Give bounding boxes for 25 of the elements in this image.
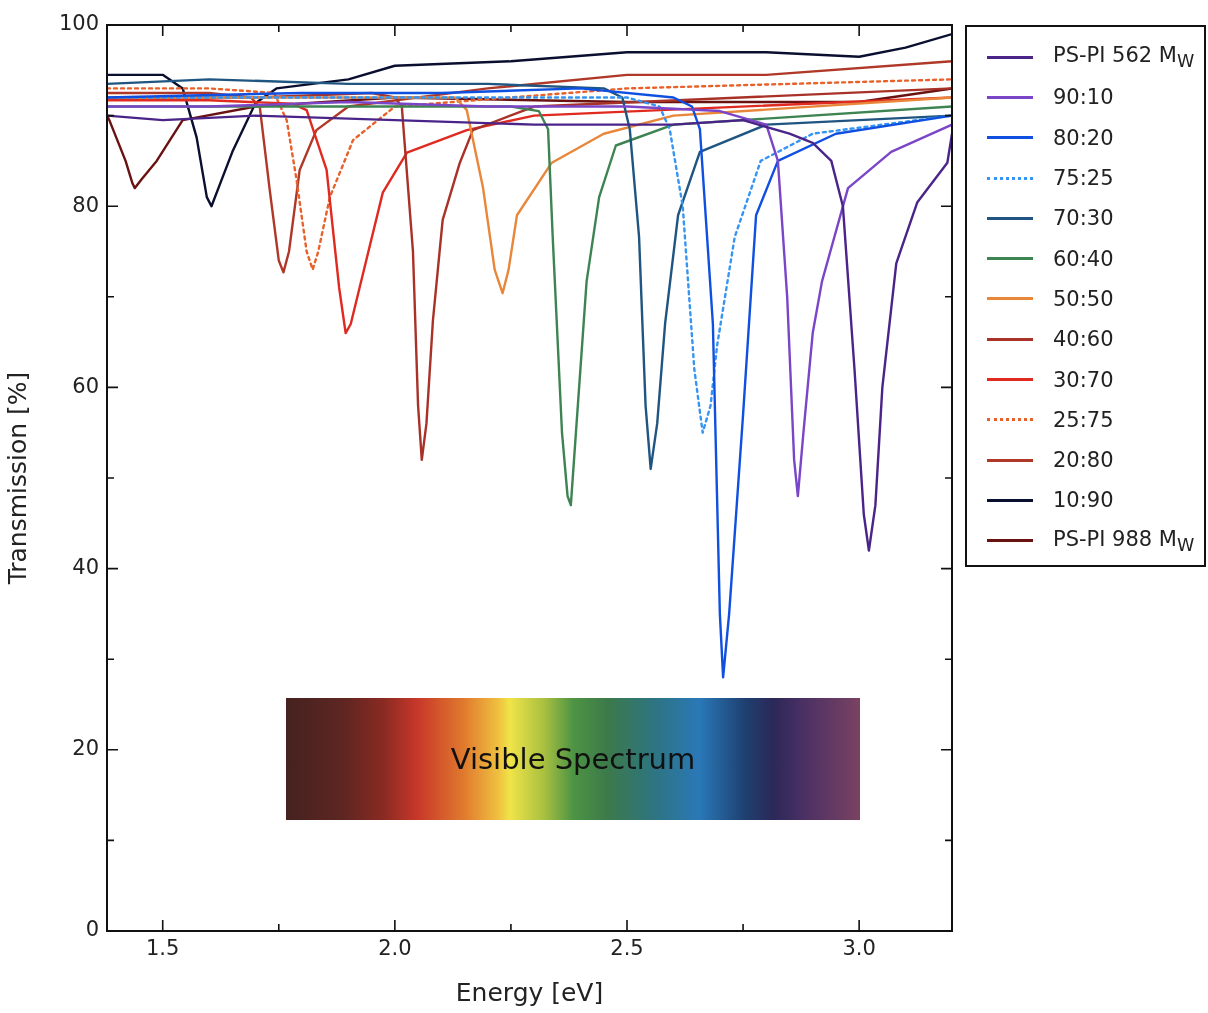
x-tick-label: 1.5 xyxy=(146,936,180,961)
x-tick-label: 3.0 xyxy=(842,936,876,961)
legend-label: 50:50 xyxy=(1053,286,1114,311)
y-axis-title: Transmission [%] xyxy=(2,371,32,586)
legend-label: PS-PI 988 M$_{W}$ xyxy=(1053,526,1195,555)
legend-label: 90:10 xyxy=(1053,85,1114,110)
legend-label: 75:25 xyxy=(1053,166,1114,191)
x-axis-title: Energy [eV] xyxy=(455,977,604,1007)
x-tick-label: 2.0 xyxy=(378,936,412,961)
y-tick-label: 20 xyxy=(72,736,99,761)
y-tick-label: 80 xyxy=(72,192,99,217)
legend-label: PS-PI 562 M$_{W}$ xyxy=(1053,43,1195,72)
legend-label: 20:80 xyxy=(1053,448,1114,473)
legend-label: 25:75 xyxy=(1053,407,1114,432)
y-tick-label: 60 xyxy=(72,373,99,398)
legend-label: 80:20 xyxy=(1053,125,1114,150)
legend-label: 30:70 xyxy=(1053,367,1114,392)
legend-label: 70:30 xyxy=(1053,206,1114,231)
y-tick-label: 100 xyxy=(58,11,99,36)
y-tick-label: 40 xyxy=(72,555,99,580)
legend-label: 40:60 xyxy=(1053,327,1114,352)
legend-label: 10:90 xyxy=(1053,488,1114,513)
legend-label: 60:40 xyxy=(1053,246,1114,271)
x-tick-label: 2.5 xyxy=(610,936,644,961)
y-tick-label: 0 xyxy=(85,917,99,942)
